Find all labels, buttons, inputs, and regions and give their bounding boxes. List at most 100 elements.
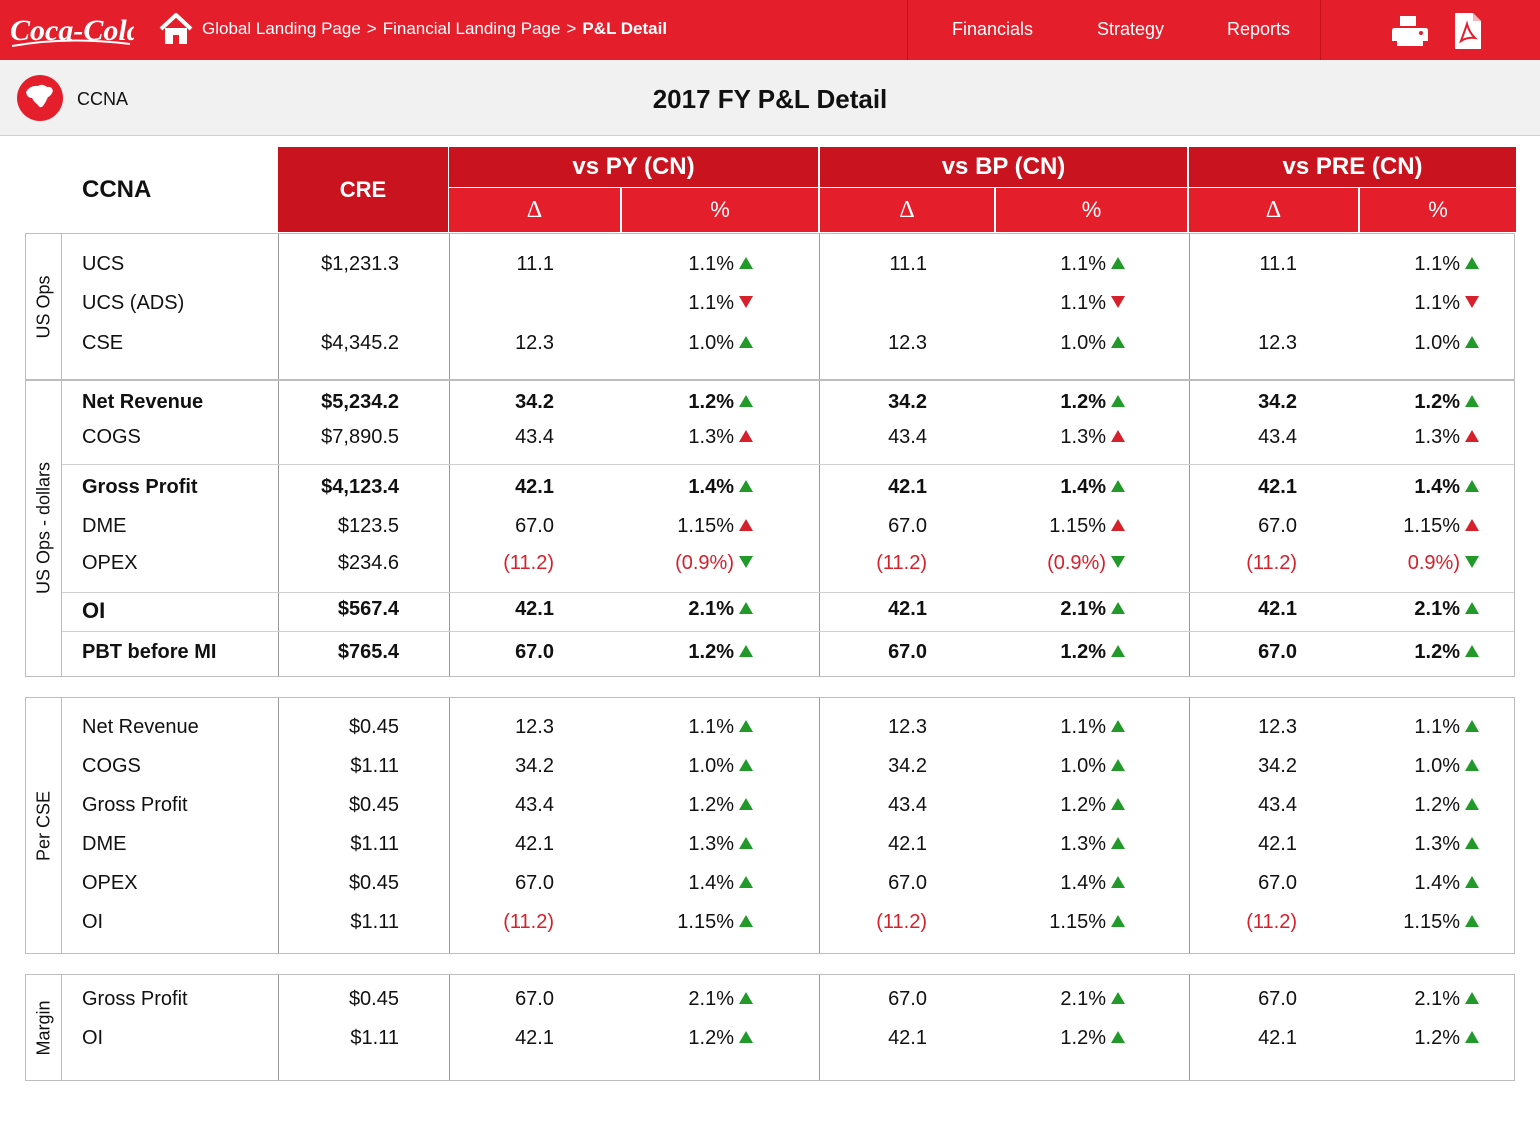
north-america-map-icon[interactable]	[16, 74, 64, 122]
percent-text: 2.1%	[1414, 988, 1460, 1010]
trend-up-icon	[739, 645, 753, 657]
delta-value: 67.0	[888, 641, 927, 663]
percent-value: 1.1%	[1060, 253, 1125, 276]
percent-value: 1.4%	[1060, 476, 1125, 499]
trend-up-icon	[739, 257, 753, 269]
percent-value: 1.15%	[677, 515, 753, 538]
percent-value: 1.3%	[1060, 833, 1125, 856]
percent-value: 1.1%	[1414, 716, 1479, 739]
delta-value: 67.0	[515, 641, 554, 663]
breadcrumb-financial-landing[interactable]: Financial Landing Page	[382, 19, 561, 38]
percent-text: 1.15%	[677, 515, 734, 537]
table-row[interactable]: DME $1.11 42.1 1.3% 42.1 1.3% 42.1 1.3%	[26, 833, 1516, 863]
trend-up-icon	[1465, 395, 1479, 407]
percent-value: 1.15%	[1403, 911, 1479, 934]
row-label: COGS	[82, 755, 141, 777]
cre-value: $0.45	[348, 794, 399, 816]
cre-value: $4,123.4	[321, 476, 399, 498]
trend-up-icon	[1465, 519, 1479, 531]
trend-up-icon	[739, 602, 753, 614]
percent-value: 1.15%	[1403, 515, 1479, 538]
delta-value: 67.0	[1258, 515, 1297, 537]
trend-up-icon	[1465, 645, 1479, 657]
nav-financials[interactable]: Financials	[952, 19, 1034, 39]
delta-value: 67.0	[888, 872, 927, 894]
percent-value: 1.2%	[1060, 641, 1125, 664]
delta-value: 42.1	[1258, 476, 1297, 498]
table-row[interactable]: PBT before MI $765.4 67.0 1.2% 67.0 1.2% 67.0 1…	[26, 641, 1516, 671]
trend-up-icon	[739, 992, 753, 1004]
trend-down-icon	[1111, 556, 1125, 568]
percent-value: 1.0%	[1414, 755, 1479, 778]
cre-value: $567.4	[337, 598, 399, 620]
delta-value: 67.0	[888, 988, 927, 1010]
delta-value: 12.3	[888, 716, 927, 738]
table-row[interactable]: CSE $4,345.2 12.3 1.0% 12.3 1.0% 12.3 1.0%	[26, 332, 1516, 362]
trend-down-icon	[1465, 556, 1479, 568]
trend-up-icon	[1111, 876, 1125, 888]
percent-text: 1.1%	[688, 253, 734, 275]
trend-up-icon	[1465, 430, 1479, 442]
percent-value: 1.1%	[688, 253, 753, 276]
table-row[interactable]: Gross Profit $0.45 67.0 2.1% 67.0 2.1% 67.0 2.1…	[26, 988, 1516, 1018]
percent-value: 1.1%	[1060, 716, 1125, 739]
delta-value: 43.4	[515, 426, 554, 448]
table-row[interactable]: OPEX $0.45 67.0 1.4% 67.0 1.4% 67.0 1.4%	[26, 872, 1516, 902]
table-row[interactable]: UCS (ADS) 1.1% 1.1% 1.1%	[26, 292, 1516, 322]
row-label: OI	[82, 598, 106, 623]
home-icon[interactable]	[158, 11, 194, 47]
breadcrumb-global-landing[interactable]: Global Landing Page	[202, 19, 361, 38]
percent-text: 1.1%	[1060, 716, 1106, 738]
delta-value: 42.1	[888, 833, 927, 855]
trend-up-icon	[1111, 915, 1125, 927]
table-row[interactable]: OI $567.4 42.1 2.1% 42.1 2.1% 42.1 2.1%	[26, 598, 1516, 628]
table-row[interactable]: UCS $1,231.3 11.1 1.1% 11.1 1.1% 11.1 1.1%	[26, 253, 1516, 283]
table-row[interactable]: Gross Profit $0.45 43.4 1.2% 43.4 1.2% 43.4 1.2…	[26, 794, 1516, 824]
print-icon[interactable]	[1391, 14, 1429, 48]
column-divider	[449, 380, 450, 676]
table-row[interactable]: COGS $7,890.5 43.4 1.3% 43.4 1.3% 43.4 1.3%	[26, 426, 1516, 456]
table-row[interactable]: OI $1.11 (11.2) 1.15% (11.2) 1.15% (11.2) 1.15%	[26, 911, 1516, 941]
page-title: 2017 FY P&L Detail	[652, 84, 888, 114]
trend-up-icon	[1465, 602, 1479, 614]
column-divider	[278, 380, 279, 676]
table-row[interactable]: COGS $1.11 34.2 1.0% 34.2 1.0% 34.2 1.0%	[26, 755, 1516, 785]
delta-value: 67.0	[1258, 988, 1297, 1010]
percent-value: 1.1%	[1060, 292, 1125, 315]
column-group-vs-pre: vs PRE (CN)	[1189, 147, 1516, 187]
delta-value: 42.1	[1258, 833, 1297, 855]
percent-value: (0.9%)	[1047, 552, 1125, 575]
section-label: US Ops	[26, 234, 62, 379]
nav-reports[interactable]: Reports	[1227, 19, 1291, 39]
column-divider	[1189, 380, 1190, 676]
column-group-vs-bp: vs BP (CN)	[820, 147, 1187, 187]
table-row[interactable]: OPEX $234.6 (11.2) (0.9%) (11.2) (0.9%) (11.2)…	[26, 552, 1516, 582]
table-row[interactable]: Gross Profit $4,123.4 42.1 1.4% 42.1 1.4% 42.1…	[26, 476, 1516, 506]
percent-text: 2.1%	[1060, 988, 1106, 1010]
delta-value: 34.2	[1258, 391, 1297, 413]
pdf-icon[interactable]	[1453, 12, 1483, 50]
coca-cola-logo[interactable]: Coca-Cola	[8, 6, 134, 54]
column-divider	[1189, 234, 1190, 379]
percent-text: 1.0%	[688, 332, 734, 354]
delta-value: 11.1	[516, 253, 554, 275]
trend-up-icon	[1111, 602, 1125, 614]
percent-text: 1.2%	[688, 391, 734, 413]
trend-up-icon	[739, 430, 753, 442]
table-row[interactable]: Net Revenue $0.45 12.3 1.1% 12.3 1.1% 12.3 1.1%	[26, 716, 1516, 746]
delta-value: 34.2	[515, 755, 554, 777]
table-row[interactable]: DME $123.5 67.0 1.15% 67.0 1.15% 67.0 1.15%	[26, 515, 1516, 545]
percent-value: 1.2%	[1060, 794, 1125, 817]
cre-value: $5,234.2	[321, 391, 399, 413]
section-label: Margin	[26, 975, 62, 1080]
percent-text: 1.1%	[1060, 292, 1106, 314]
percent-text: 1.15%	[1049, 911, 1106, 933]
table-row[interactable]: Net Revenue $5,234.2 34.2 1.2% 34.2 1.2% 34.2 1…	[26, 391, 1516, 421]
table-row[interactable]: OI $1.11 42.1 1.2% 42.1 1.2% 42.1 1.2%	[26, 1027, 1516, 1057]
percent-text: 2.1%	[1414, 598, 1460, 620]
delta-value: 12.3	[515, 716, 554, 738]
trend-up-icon	[1111, 837, 1125, 849]
nav-strategy[interactable]: Strategy	[1097, 19, 1165, 39]
delta-value: 11.1	[889, 253, 927, 275]
trend-up-icon	[739, 519, 753, 531]
